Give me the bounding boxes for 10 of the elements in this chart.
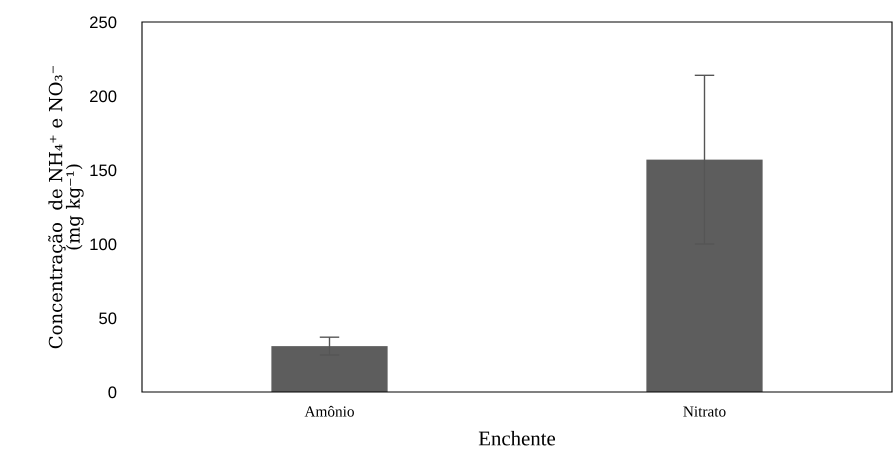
y-tick-label: 150: [90, 164, 116, 176]
y-tick-label: 0: [108, 386, 116, 398]
y-tick-label: 100: [90, 238, 116, 250]
y-tick-label: 200: [90, 90, 116, 102]
y-tick-label: 50: [99, 312, 116, 324]
y-axis-title: Concentração de NH₄⁺ e NO₃⁻ (mg kg⁻¹): [48, 66, 84, 348]
x-axis-title: Enchente: [478, 430, 556, 446]
x-tick-label: Amônio: [304, 406, 354, 417]
y-tick-label: 250: [90, 16, 116, 28]
x-tick-label: Nitrato: [683, 406, 726, 417]
